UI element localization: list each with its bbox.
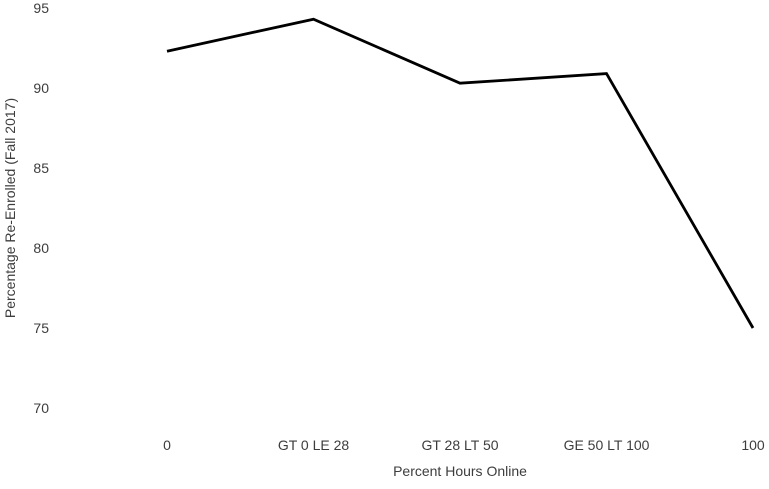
x-tick-label: 0 (163, 437, 171, 453)
x-axis-title: Percent Hours Online (393, 463, 527, 479)
y-tick-label: 90 (33, 80, 49, 96)
x-tick-label: GE 50 LT 100 (564, 437, 650, 453)
y-axis-tick-labels: 95 90 85 80 75 70 (33, 0, 49, 416)
x-tick-label: GT 0 LE 28 (278, 437, 350, 453)
data-line-series (166, 17, 755, 329)
y-tick-label: 70 (33, 400, 49, 416)
y-axis-title: Percentage Re-Enrolled (Fall 2017) (2, 98, 18, 318)
y-tick-label: 85 (33, 160, 49, 176)
x-axis-tick-labels: 0 GT 0 LE 28 GT 28 LT 50 GE 50 LT 100 100 (163, 437, 765, 453)
y-tick-label: 75 (33, 320, 49, 336)
y-tick-label: 80 (33, 240, 49, 256)
x-tick-label: GT 28 LT 50 (421, 437, 498, 453)
y-tick-label: 95 (33, 0, 49, 16)
x-tick-label: 100 (741, 437, 765, 453)
